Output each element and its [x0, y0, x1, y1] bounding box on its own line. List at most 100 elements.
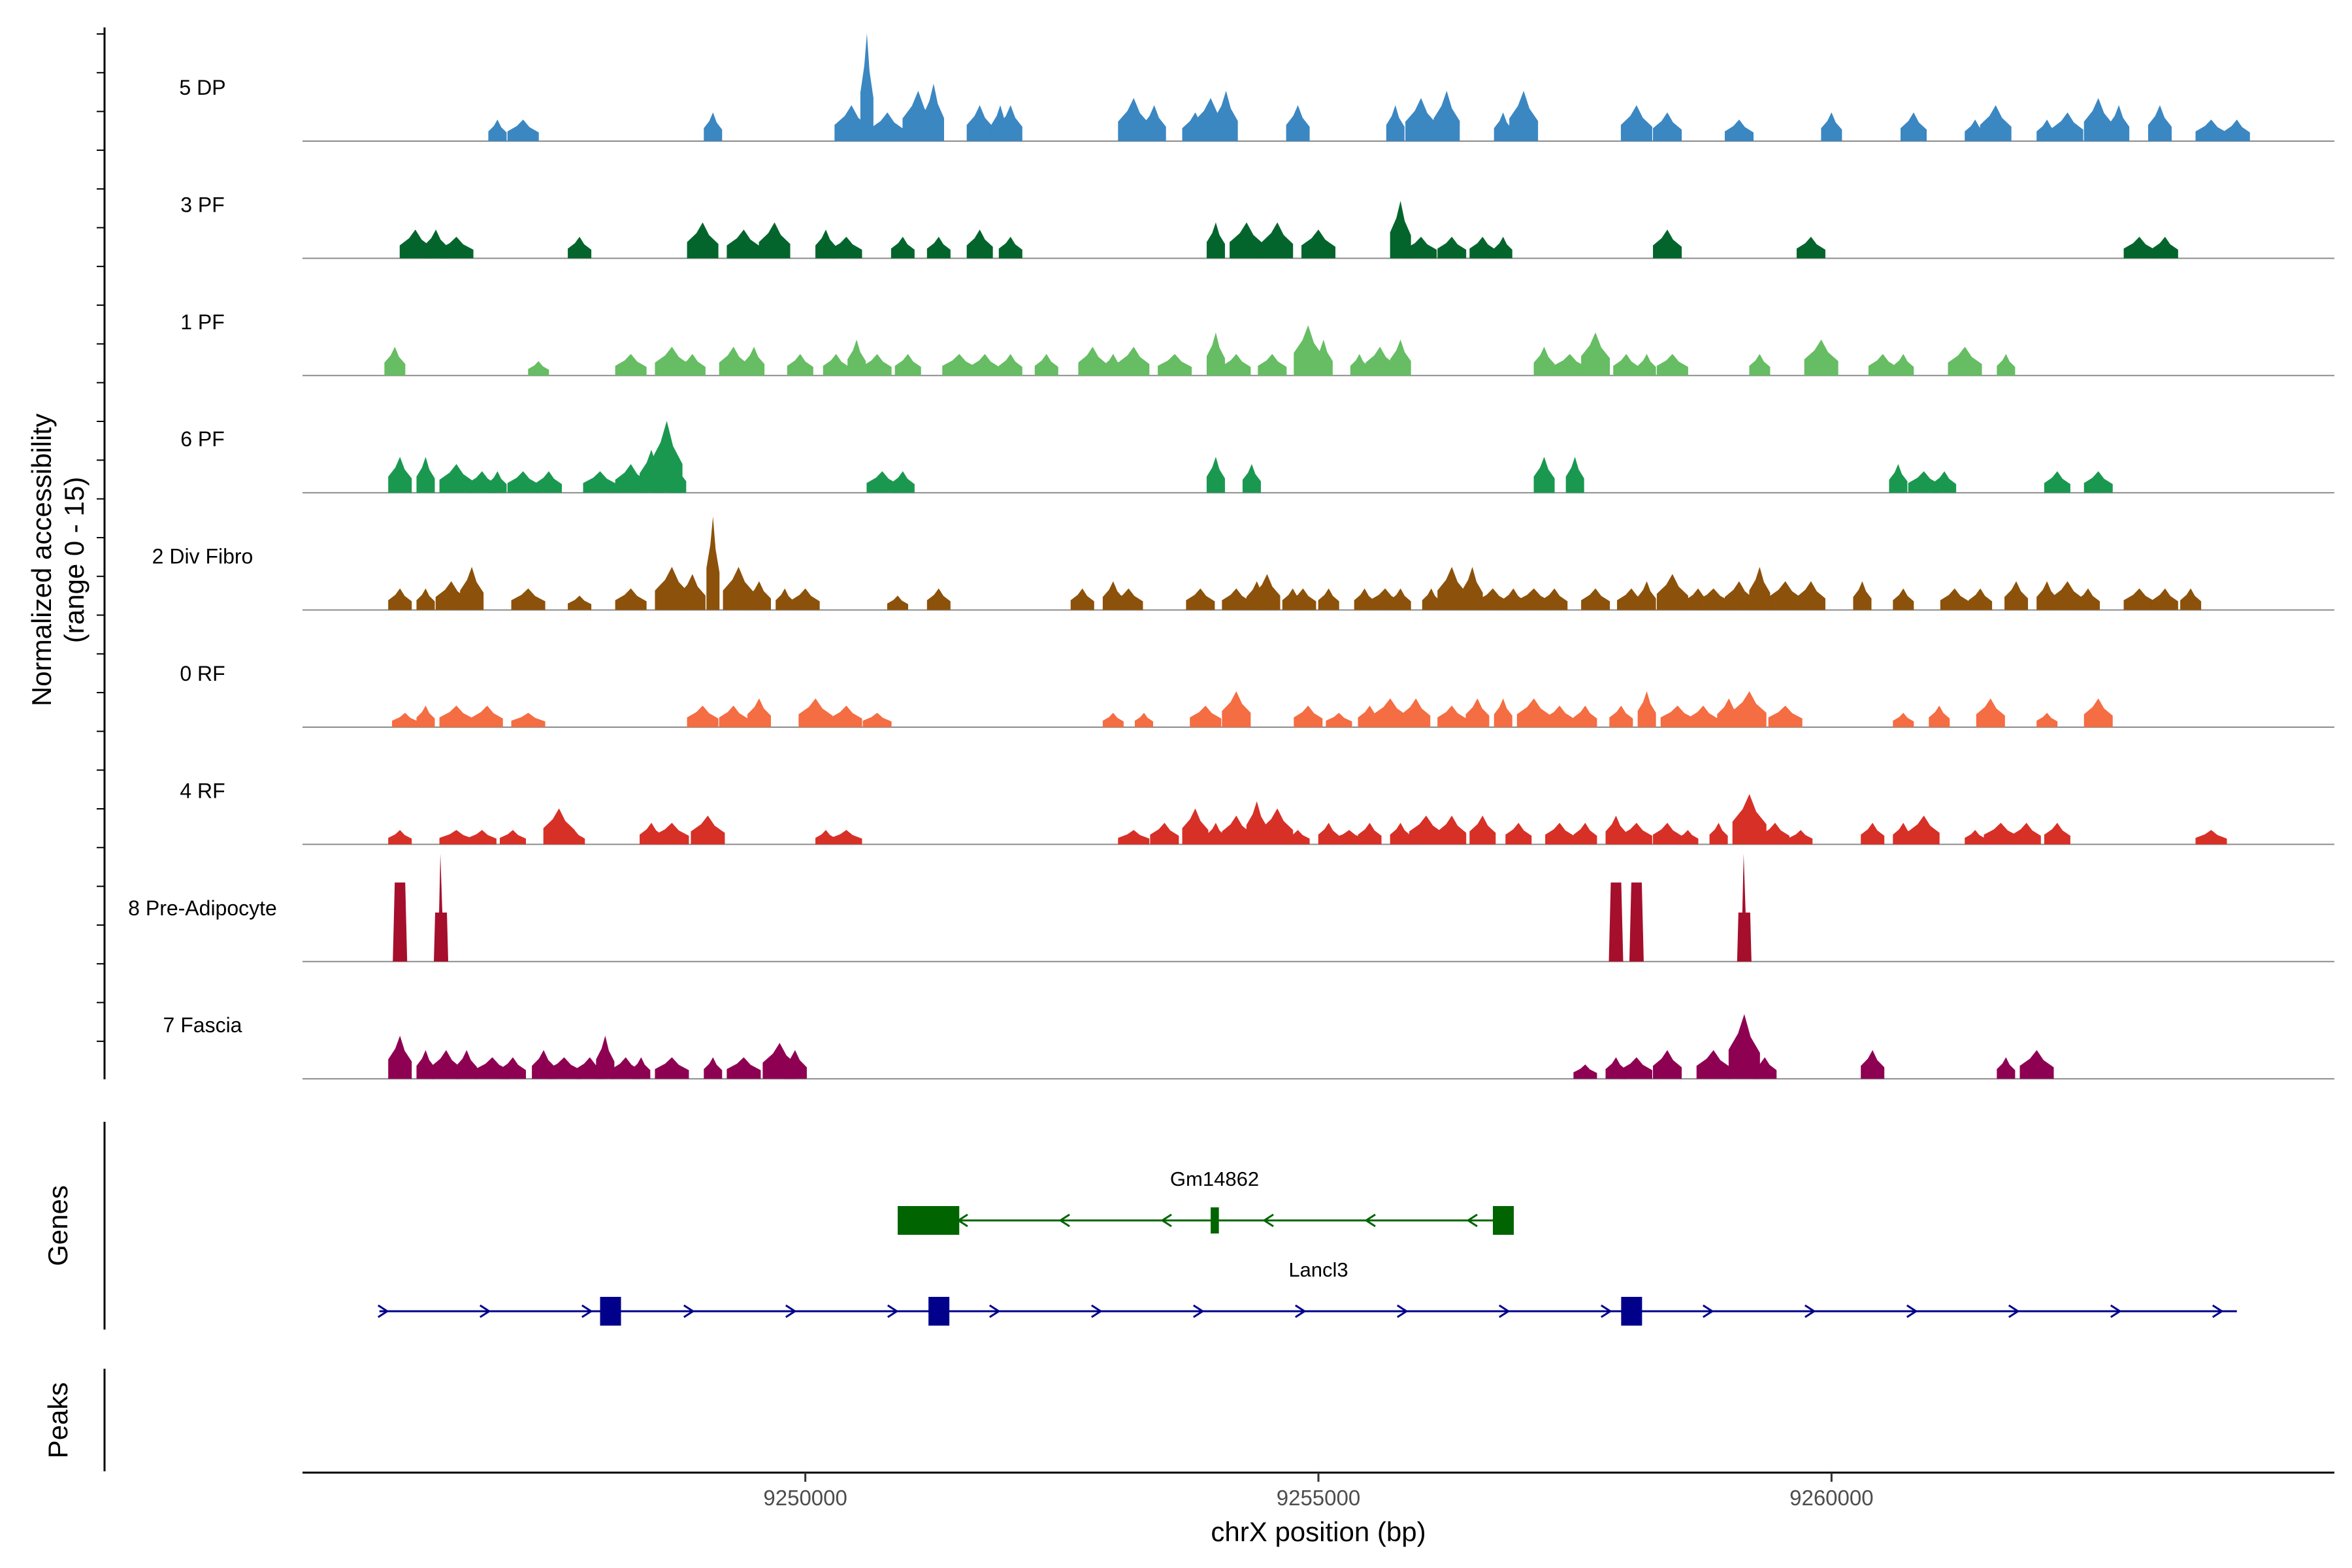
- track-label: 1 PF: [180, 310, 225, 334]
- coverage-peak: [1222, 691, 1251, 727]
- coverage-peak: [2083, 471, 2113, 493]
- coverage-peak: [2044, 823, 2070, 845]
- coverage-peak: [1821, 112, 1842, 141]
- strand-arrow: [2008, 1304, 2020, 1318]
- coverage-peak: [870, 112, 905, 141]
- coverage-peak: [890, 471, 915, 493]
- strand-arrow: [1498, 1304, 1511, 1318]
- coverage-peak: [1358, 823, 1382, 845]
- coverage-peak: [399, 229, 431, 259]
- strand-arrow: [377, 1304, 389, 1318]
- coverage-peak: [1940, 588, 1969, 610]
- coverage-peak: [1893, 713, 1914, 727]
- track: 3 PF: [180, 193, 2334, 259]
- coverage-peak: [1333, 830, 1365, 845]
- coverage-peak: [1789, 830, 1813, 845]
- strand-arrow: [887, 1304, 899, 1318]
- gene: Gm14862: [898, 1168, 1514, 1235]
- coverage-peak: [547, 1057, 581, 1079]
- coverage-peak: [1409, 815, 1443, 845]
- coverage-peak: [1609, 882, 1624, 962]
- strand-arrow: [1906, 1304, 1918, 1318]
- coverage-peak: [1142, 105, 1166, 141]
- coverage-peak: [998, 353, 1022, 376]
- coverage-peak: [471, 706, 503, 727]
- coverage-peak: [1760, 823, 1789, 845]
- strand-arrow: [1396, 1304, 1409, 1318]
- coverage-peak: [1968, 588, 1993, 610]
- coverage-peak: [2195, 830, 2227, 845]
- coverage-peak: [1437, 237, 1467, 259]
- coverage-peak: [719, 706, 748, 727]
- coverage-peak: [1422, 588, 1441, 610]
- coverage-peak: [783, 1050, 807, 1079]
- coverage-peak: [747, 698, 771, 727]
- coverage-peak: [434, 853, 449, 962]
- coverage-peak: [439, 237, 474, 259]
- coverage-peak: [416, 1050, 435, 1079]
- coverage-peak: [1190, 706, 1222, 727]
- coverage-peak: [1034, 353, 1058, 376]
- coverage-peak: [439, 706, 474, 727]
- coverage-peak: [923, 84, 944, 141]
- coverage-peak: [543, 808, 575, 845]
- coverage-peak: [416, 588, 435, 610]
- coverage-peak: [1301, 229, 1335, 259]
- coverage-peak: [1214, 91, 1238, 141]
- coverage-peak: [596, 1036, 615, 1079]
- coverage-peak: [847, 339, 866, 376]
- y-axis-subtitle: (range 0 - 15): [59, 477, 90, 643]
- coverage-peak: [2019, 1050, 2054, 1079]
- coverage-peak: [1980, 105, 2012, 141]
- coverage-peak: [1709, 823, 1728, 845]
- gene-exon: [1493, 1206, 1514, 1235]
- coverage-peak: [787, 353, 813, 376]
- coverage-peak: [1749, 353, 1771, 376]
- coverage-peak: [1494, 698, 1512, 727]
- track: 1 PF: [180, 310, 2334, 376]
- coverage-peak: [511, 588, 546, 610]
- coverage-peak: [1581, 588, 1610, 610]
- coverage-peak: [1494, 112, 1512, 141]
- coverage-peak: [1509, 91, 1539, 141]
- coverage-peak: [564, 830, 585, 845]
- coverage-peak: [1262, 808, 1294, 845]
- coverage-peak: [1753, 1057, 1777, 1079]
- coverage-peak: [1405, 98, 1437, 141]
- coverage-peak: [727, 229, 761, 259]
- coverage-peak: [507, 120, 539, 141]
- track-label: 0 RF: [180, 662, 225, 685]
- gene-name-label: Gm14862: [1170, 1168, 1259, 1190]
- x-tick-label: 9250000: [763, 1486, 847, 1510]
- coverage-peak: [2108, 105, 2130, 141]
- coverage-peak: [1078, 346, 1107, 376]
- coverage-y-ticks: [97, 33, 105, 1042]
- track-label: 7 Fascia: [163, 1013, 242, 1037]
- coverage-peak: [388, 457, 412, 493]
- coverage-peak: [1254, 574, 1281, 610]
- coverage-peak: [970, 353, 1000, 376]
- coverage-peak: [1620, 105, 1652, 141]
- coverage-peak: [1186, 588, 1215, 610]
- coverage-peak: [1653, 229, 1682, 259]
- strand-arrow: [581, 1304, 593, 1318]
- coverage-peak: [431, 1050, 461, 1079]
- peaks-panel-title: Peaks: [42, 1382, 73, 1459]
- coverage-peak: [1206, 823, 1225, 845]
- strand-arrow: [1090, 1304, 1103, 1318]
- coverage-peak: [1724, 581, 1754, 610]
- coverage-peak: [655, 1057, 689, 1079]
- coverage-peak: [2223, 120, 2250, 141]
- coverage-peak: [1326, 713, 1352, 727]
- strand-arrow: [1804, 1304, 1816, 1318]
- coverage-peak: [860, 33, 874, 141]
- coverage-peak: [1933, 471, 1957, 493]
- coverage-peak: [687, 706, 719, 727]
- coverage-peak: [998, 237, 1022, 259]
- track: 2 Div Fibro: [152, 516, 2334, 611]
- coverage-peak: [1401, 698, 1431, 727]
- track: 5 DP: [179, 33, 2334, 142]
- coverage-peak: [1573, 706, 1597, 727]
- coverage-peak: [1390, 823, 1411, 845]
- coverage-peak: [926, 588, 951, 610]
